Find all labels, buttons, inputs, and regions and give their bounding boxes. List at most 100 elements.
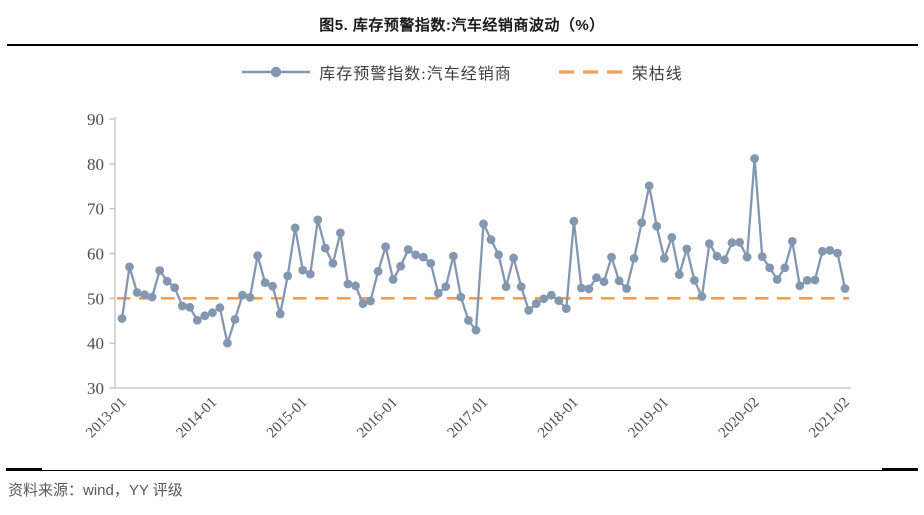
data-point — [433, 289, 443, 298]
data-point — [531, 299, 541, 309]
data-point — [637, 218, 647, 228]
data-point — [750, 154, 759, 163]
data-point — [539, 294, 549, 304]
data-point — [569, 216, 579, 226]
y-axis-tick-label: 60 — [87, 245, 104, 264]
data-point — [727, 238, 737, 248]
data-point — [117, 314, 127, 323]
legend-item-series: 库存预警指数:汽车经销商 — [241, 60, 511, 84]
data-point — [501, 282, 511, 292]
data-point — [456, 292, 466, 302]
data-point — [772, 275, 782, 284]
data-point — [629, 254, 639, 263]
x-axis-tick-label: 2016-01 — [354, 395, 401, 442]
data-point — [697, 292, 707, 301]
data-point — [712, 251, 722, 261]
data-point — [155, 266, 165, 275]
data-point — [373, 267, 383, 276]
data-point — [132, 288, 142, 297]
data-point — [659, 254, 669, 263]
data-point — [223, 338, 232, 348]
y-axis-tick-label: 70 — [87, 200, 104, 219]
data-point — [742, 252, 752, 262]
data-point — [471, 325, 481, 335]
data-point — [464, 315, 473, 325]
data-point — [825, 246, 835, 255]
page-title: 图5. 库存预警指数:汽车经销商波动（%） — [319, 17, 605, 34]
data-point — [238, 290, 247, 300]
data-point — [622, 284, 631, 293]
data-point — [509, 253, 518, 263]
title-divider — [7, 44, 918, 46]
data-point — [215, 303, 225, 313]
data-point — [614, 276, 624, 286]
x-axis-tick-label: 2021-02 — [806, 395, 853, 442]
data-point — [388, 275, 398, 284]
data-point — [441, 282, 451, 292]
data-point — [275, 309, 285, 319]
data-point — [705, 239, 714, 249]
data-point — [561, 304, 571, 313]
bottom-divider-left-cap — [6, 468, 42, 471]
data-point — [516, 282, 526, 292]
data-point — [147, 292, 157, 302]
data-point — [735, 237, 744, 247]
data-point — [343, 279, 353, 289]
data-point — [253, 251, 262, 261]
bottom-divider-right-cap — [882, 468, 918, 471]
y-axis-tick-label: 80 — [87, 155, 104, 174]
data-point — [652, 221, 662, 231]
data-point — [554, 296, 564, 305]
legend-label-threshold: 荣枯线 — [631, 66, 683, 83]
data-point — [192, 315, 202, 325]
data-point — [411, 250, 421, 260]
data-point — [840, 284, 850, 293]
data-point — [810, 275, 820, 285]
data-point — [313, 215, 323, 225]
data-point — [245, 293, 255, 302]
data-point — [607, 252, 616, 262]
y-axis-tick-label: 30 — [87, 379, 104, 398]
data-point — [125, 262, 134, 272]
data-point — [449, 251, 458, 261]
data-point — [290, 223, 300, 233]
data-point — [305, 269, 315, 279]
bottom-divider — [6, 470, 918, 471]
data-point — [351, 281, 360, 291]
x-axis-tick-label: 2017-01 — [445, 395, 492, 442]
data-point — [418, 252, 428, 262]
series-line — [120, 157, 847, 345]
data-point — [170, 283, 180, 292]
x-axis-tick-label: 2020-02 — [716, 395, 763, 442]
data-point — [780, 263, 790, 273]
data-point — [757, 252, 767, 261]
data-point — [200, 311, 210, 321]
data-point — [592, 273, 601, 283]
x-axis-tick-label: 2014-01 — [174, 395, 221, 442]
data-point — [682, 244, 692, 254]
data-point — [802, 276, 812, 285]
data-point — [546, 290, 556, 300]
y-axis-tick-label: 50 — [87, 289, 104, 308]
data-point — [690, 276, 699, 285]
data-point — [787, 237, 797, 246]
data-source-note: 资料来源：wind，YY 评级 — [8, 482, 183, 499]
data-point — [524, 306, 534, 315]
data-point — [140, 290, 150, 300]
data-point — [765, 263, 775, 273]
line-marker-swatch-icon — [242, 66, 311, 78]
data-point — [381, 242, 390, 252]
legend-label-series: 库存预警指数:汽车经销商 — [319, 66, 512, 83]
y-axis-tick-label: 90 — [87, 110, 104, 129]
data-point — [162, 276, 172, 286]
legend-item-threshold: 荣枯线 — [558, 60, 683, 84]
data-point — [795, 281, 805, 291]
data-point — [494, 250, 503, 260]
x-axis-tick-label: 2018-01 — [535, 395, 582, 442]
dashed-line-swatch-icon — [558, 70, 623, 74]
data-point — [328, 259, 338, 268]
data-point — [577, 283, 586, 293]
x-axis-tick-label: 2019-01 — [625, 395, 672, 442]
data-point — [320, 243, 330, 253]
